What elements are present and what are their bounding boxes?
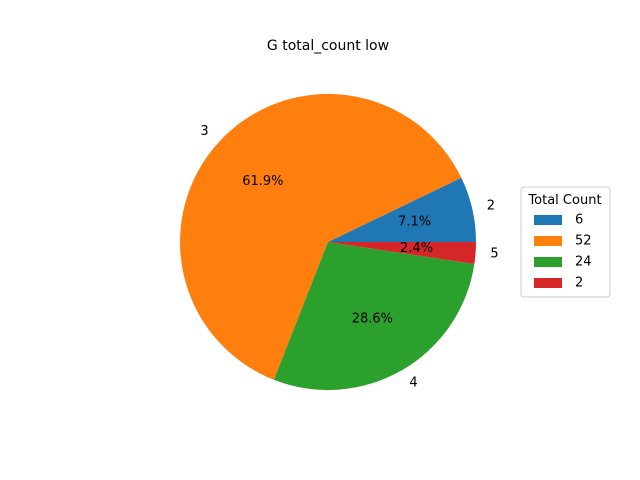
- pie-labels: 2 7.1% 3 61.9% 4 28.6% 5 2.4%: [200, 124, 498, 391]
- legend-entries: 6 52 24 2: [534, 213, 592, 291]
- slice-label: 5: [490, 247, 498, 262]
- percent-label: 61.9%: [242, 174, 283, 189]
- legend-swatch: [534, 257, 562, 267]
- slice-label: 3: [200, 124, 208, 139]
- legend: Total Count 6 52 24 2: [520, 186, 611, 298]
- legend-swatch: [534, 278, 562, 288]
- percent-label: 28.6%: [352, 311, 393, 326]
- chart-title: G total_count low: [267, 38, 389, 54]
- legend-label: 6: [575, 213, 583, 228]
- legend-title: Total Count: [527, 193, 601, 208]
- pie-slice-3: [180, 94, 462, 380]
- pie-slices: [180, 94, 476, 390]
- legend-swatch: [534, 236, 562, 246]
- pie-slice-4: [273, 242, 475, 390]
- pie-slice-2: [328, 177, 476, 242]
- percent-label: 7.1%: [398, 215, 431, 230]
- legend-label: 2: [575, 276, 583, 291]
- slice-label: 4: [409, 375, 417, 390]
- slice-label: 2: [487, 198, 495, 213]
- legend-label: 24: [575, 255, 592, 270]
- legend-swatch: [534, 215, 562, 225]
- legend-label: 52: [575, 234, 592, 249]
- pie-slice-5: [328, 242, 476, 265]
- percent-label: 2.4%: [400, 241, 433, 256]
- legend-frame: [520, 186, 611, 298]
